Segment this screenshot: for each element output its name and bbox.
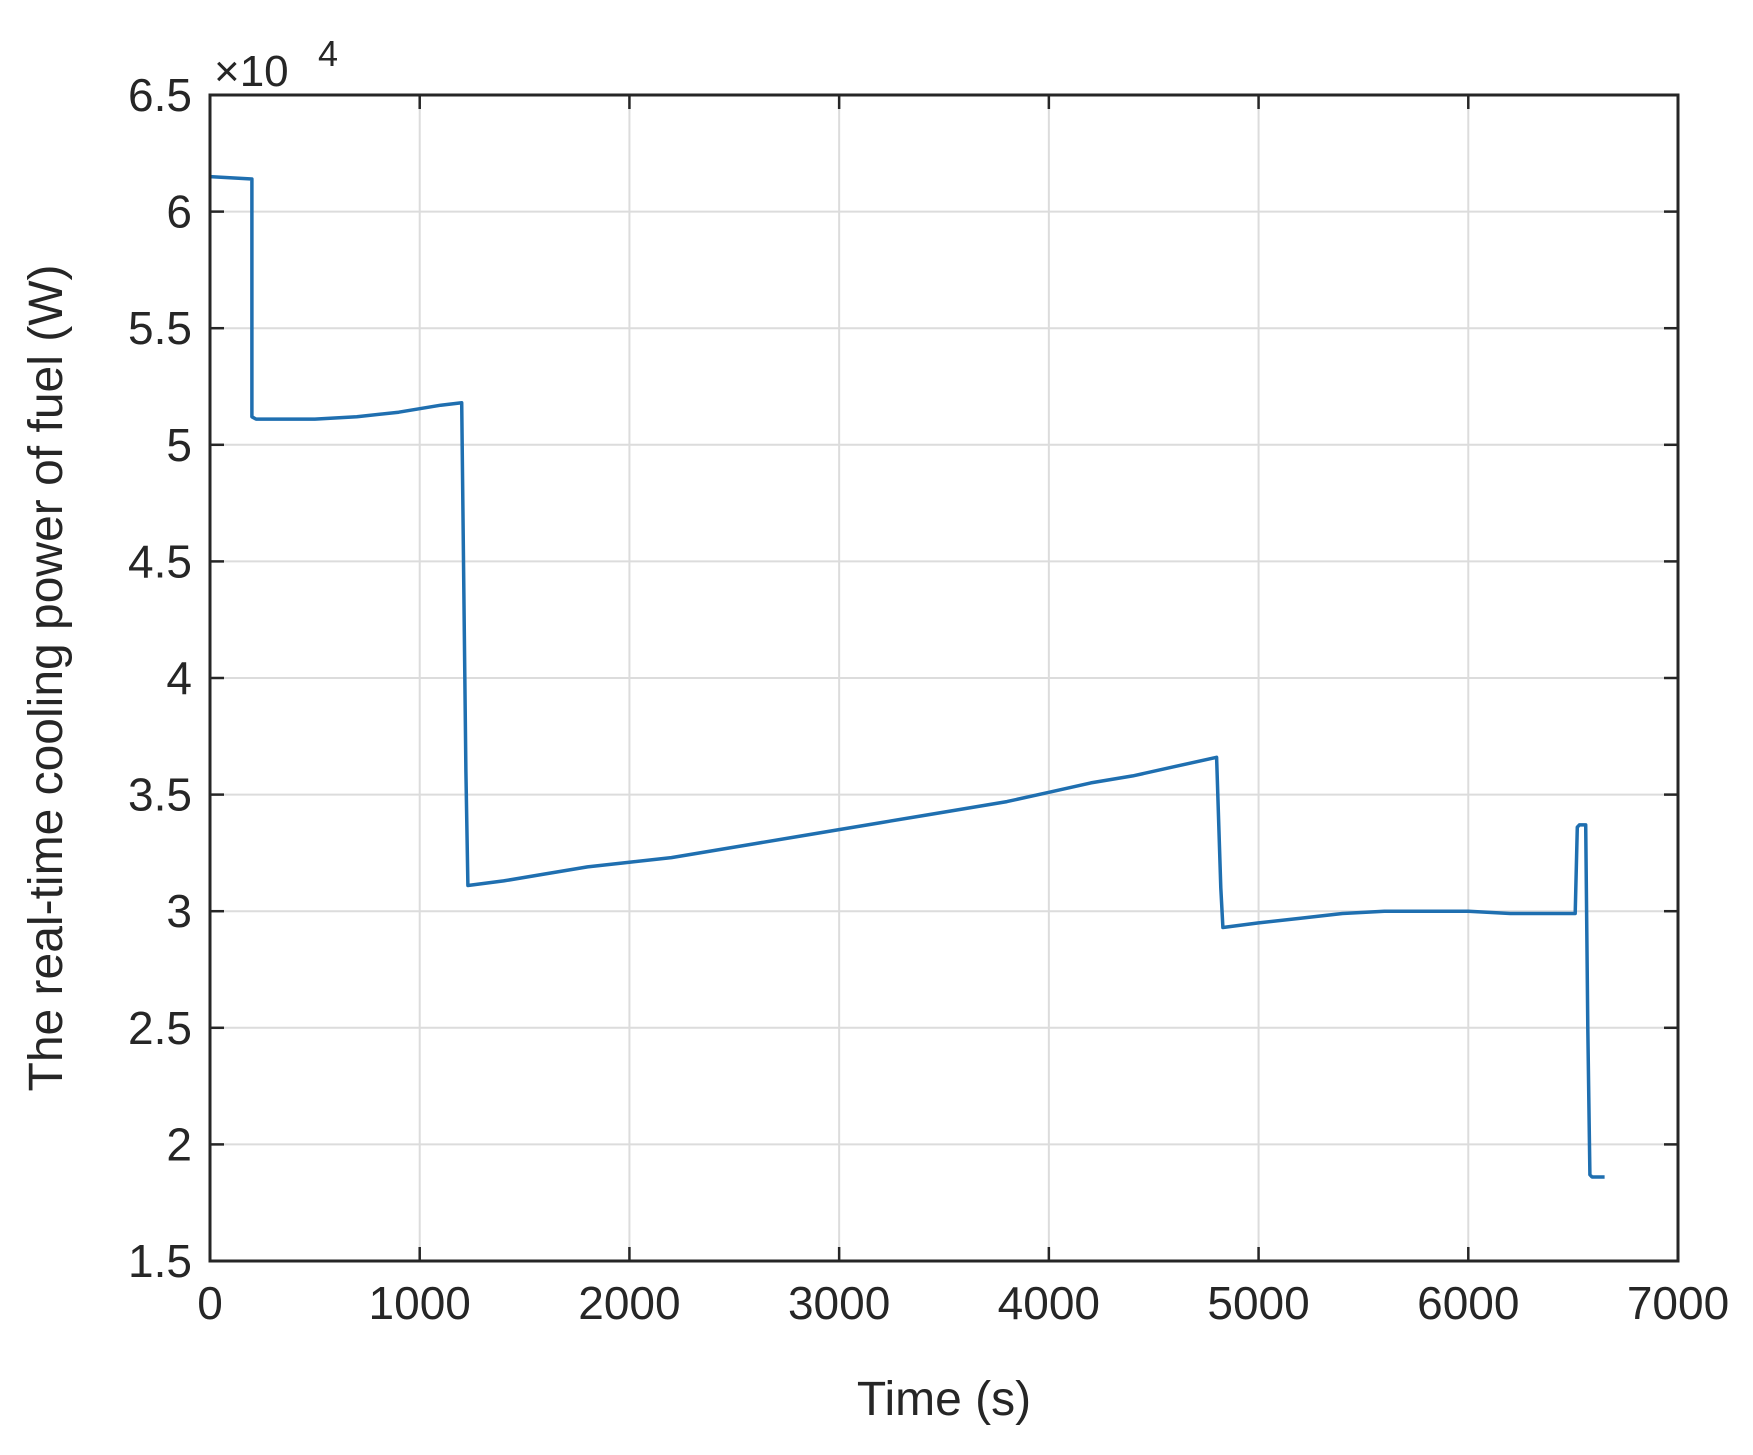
y-tick-label: 6.5	[128, 69, 192, 121]
tick-marks	[208, 93, 1680, 1263]
x-tick-label: 1000	[369, 1277, 471, 1329]
x-axis-label: Time (s)	[857, 1373, 1031, 1426]
y-exponent-base: ×10	[214, 47, 289, 96]
x-tick-label: 6000	[1417, 1277, 1519, 1329]
y-tick-label: 4.5	[128, 535, 192, 587]
y-tick-label: 5	[166, 419, 192, 471]
y-tick-label: 1.5	[128, 1235, 192, 1287]
y-axis-label: The real-time cooling power of fuel (W)	[20, 265, 73, 1092]
y-tick-label: 2.5	[128, 1002, 192, 1054]
x-tick-label: 7000	[1627, 1277, 1729, 1329]
x-tick-label: 4000	[998, 1277, 1100, 1329]
y-tick-label: 5.5	[128, 302, 192, 354]
y-tick-label: 3.5	[128, 769, 192, 821]
y-tick-label: 2	[166, 1118, 192, 1170]
y-tick-label: 6	[166, 186, 192, 238]
x-tick-label: 5000	[1207, 1277, 1309, 1329]
x-tick-labels: 0 1000 2000 3000 4000 5000 6000 7000	[197, 1277, 1729, 1329]
y-exponent-power: 4	[318, 33, 338, 74]
grid-lines	[210, 95, 1678, 1261]
y-tick-labels: 1.5 2 2.5 3 3.5 4 4.5 5 5.5 6 6.5	[128, 69, 192, 1287]
x-tick-label: 2000	[578, 1277, 680, 1329]
series-line-0	[209, 174, 1605, 1179]
y-tick-label: 4	[166, 652, 192, 704]
series-layer	[209, 174, 1605, 1179]
y-tick-label: 3	[166, 885, 192, 937]
x-tick-label: 3000	[788, 1277, 890, 1329]
x-tick-label: 0	[197, 1277, 223, 1329]
